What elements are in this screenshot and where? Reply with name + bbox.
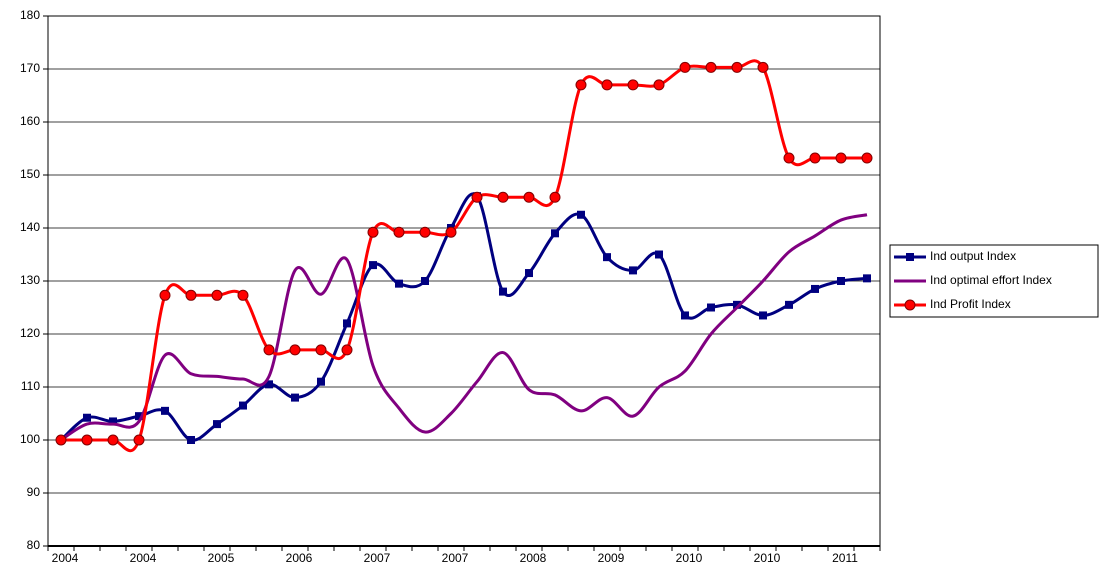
marker [213,420,221,429]
x-tick-label: 2005 [208,551,235,565]
series-line [59,192,868,442]
marker [419,226,431,238]
y-tick-label: 120 [20,326,40,340]
marker [551,229,559,238]
x-tick-label: 2010 [754,551,781,565]
marker [863,274,871,283]
marker [525,269,533,278]
y-tick-label: 90 [27,485,41,499]
marker [315,344,327,356]
y-tick-label: 140 [20,220,40,234]
y-tick-label: 170 [20,61,40,75]
marker [731,61,743,73]
y-tick-label: 150 [20,167,40,181]
marker [161,406,169,415]
marker [759,311,767,320]
marker [783,152,795,164]
marker [707,303,715,312]
marker [757,61,769,73]
marker [81,434,93,446]
marker [107,434,119,446]
x-tick-label: 2010 [676,551,703,565]
marker [317,377,325,386]
marker [653,79,665,91]
marker [679,61,691,73]
marker [603,253,611,262]
marker [185,289,197,301]
x-tick-label: 2008 [520,551,547,565]
legend-label: Ind optimal effort Index [930,273,1052,287]
marker [681,311,689,320]
marker [135,412,143,421]
series-line [60,213,868,442]
y-tick-label: 100 [20,432,40,446]
legend-marker [906,253,914,261]
marker [733,300,741,309]
marker [523,191,535,203]
marker [263,344,275,356]
marker [601,79,613,91]
marker [109,417,117,426]
marker [133,434,145,446]
x-tick-label: 2009 [598,551,625,565]
marker [445,226,457,238]
y-tick-label: 180 [20,8,40,22]
marker [655,250,663,259]
marker [395,279,403,288]
marker [187,436,195,444]
marker [809,152,821,164]
marker [499,287,507,296]
marker [627,79,639,91]
x-tick-label: 2011 [832,551,858,565]
x-tick-label: 2004 [130,551,157,565]
y-tick-label: 130 [20,273,40,287]
marker [785,300,793,309]
marker [549,191,561,203]
marker [83,413,91,422]
marker [861,152,873,164]
marker [497,191,509,203]
marker [237,289,249,301]
marker [211,289,223,301]
marker [239,401,247,410]
legend-label: Ind Profit Index [930,297,1011,311]
x-tick-label: 2007 [442,551,469,565]
marker [471,191,483,203]
marker [367,226,379,238]
x-tick-label: 2004 [52,551,79,565]
marker [811,284,819,293]
marker [343,319,351,328]
marker [705,61,717,73]
marker [289,344,301,356]
marker [835,152,847,164]
marker [421,277,429,285]
marker [369,261,377,270]
legend-label: Ind output Index [930,249,1016,263]
marker [291,393,299,402]
marker [575,79,587,91]
y-tick-label: 80 [27,538,41,552]
marker [577,210,585,219]
marker [55,434,67,446]
marker [159,289,171,301]
marker [393,226,405,238]
y-tick-label: 110 [21,379,40,393]
x-tick-label: 2007 [364,551,391,565]
marker [629,266,637,275]
marker [837,277,845,285]
marker [341,344,353,356]
y-tick-label: 160 [20,114,40,128]
legend-marker [904,299,916,311]
series-line [61,59,867,453]
marker [265,380,273,389]
x-tick-label: 2006 [286,551,313,565]
